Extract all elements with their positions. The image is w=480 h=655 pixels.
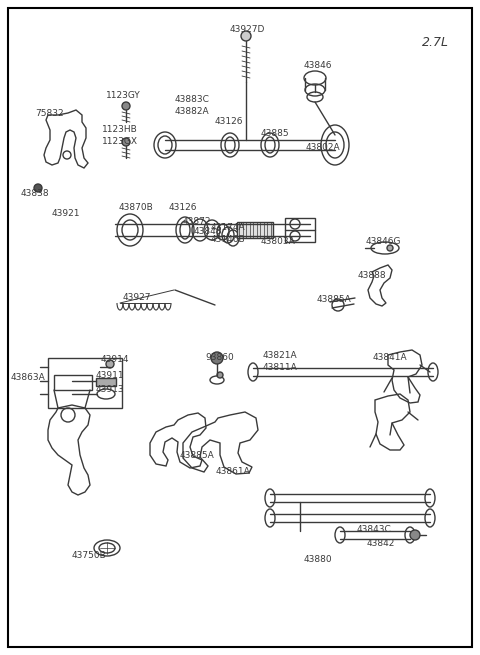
Text: 43861A: 43861A — [216, 468, 251, 476]
Bar — [54, 375, 92, 390]
Text: 43750B: 43750B — [72, 550, 107, 559]
Text: 43883C: 43883C — [175, 96, 209, 105]
Text: 43927: 43927 — [123, 293, 151, 303]
Text: 2.7L: 2.7L — [421, 35, 448, 48]
Circle shape — [106, 360, 114, 368]
Text: 43914: 43914 — [101, 356, 129, 364]
Bar — [48, 358, 122, 408]
Text: 93860: 93860 — [205, 352, 234, 362]
Text: 43126: 43126 — [169, 204, 197, 212]
Circle shape — [410, 530, 420, 540]
Text: 43846: 43846 — [304, 60, 332, 69]
Text: 1123GY: 1123GY — [106, 90, 140, 100]
Text: 43863A: 43863A — [11, 373, 46, 383]
Text: 43882A: 43882A — [175, 107, 209, 117]
Text: 43927D: 43927D — [229, 26, 264, 35]
Text: 43842: 43842 — [367, 538, 395, 548]
Text: 43885A: 43885A — [180, 451, 215, 460]
Text: 43885: 43885 — [261, 128, 289, 138]
Circle shape — [387, 245, 393, 251]
Text: 43802A: 43802A — [306, 143, 340, 153]
Text: 43841A: 43841A — [372, 352, 408, 362]
Text: 43870B: 43870B — [119, 204, 154, 212]
Circle shape — [122, 138, 130, 146]
Text: 75832: 75832 — [36, 109, 64, 117]
Text: 43174A: 43174A — [211, 223, 245, 233]
Bar — [285, 218, 315, 242]
Circle shape — [34, 184, 42, 192]
Circle shape — [211, 352, 223, 364]
Text: 43913: 43913 — [96, 386, 124, 394]
Text: 43921: 43921 — [52, 208, 80, 217]
Text: 43146B: 43146B — [211, 236, 245, 244]
Text: 43885A: 43885A — [317, 295, 351, 305]
Text: 1123HB: 1123HB — [102, 126, 138, 134]
Circle shape — [217, 372, 223, 378]
Circle shape — [241, 31, 251, 41]
Text: 43846G: 43846G — [365, 238, 401, 246]
Text: 43872: 43872 — [183, 217, 211, 227]
Circle shape — [122, 102, 130, 110]
Text: 43803A: 43803A — [261, 238, 295, 246]
Text: 43811A: 43811A — [263, 362, 298, 371]
Text: 43838: 43838 — [21, 189, 49, 198]
Text: 1123GX: 1123GX — [102, 138, 138, 147]
Text: 43848: 43848 — [194, 227, 222, 236]
Text: 43911: 43911 — [96, 371, 124, 379]
Text: 43126: 43126 — [215, 117, 243, 126]
Bar — [237, 222, 273, 238]
Text: 43888: 43888 — [358, 271, 386, 280]
Text: 43821A: 43821A — [263, 350, 297, 360]
Bar — [96, 378, 116, 386]
Text: 43880: 43880 — [304, 555, 332, 565]
Text: 43843C: 43843C — [357, 525, 391, 534]
